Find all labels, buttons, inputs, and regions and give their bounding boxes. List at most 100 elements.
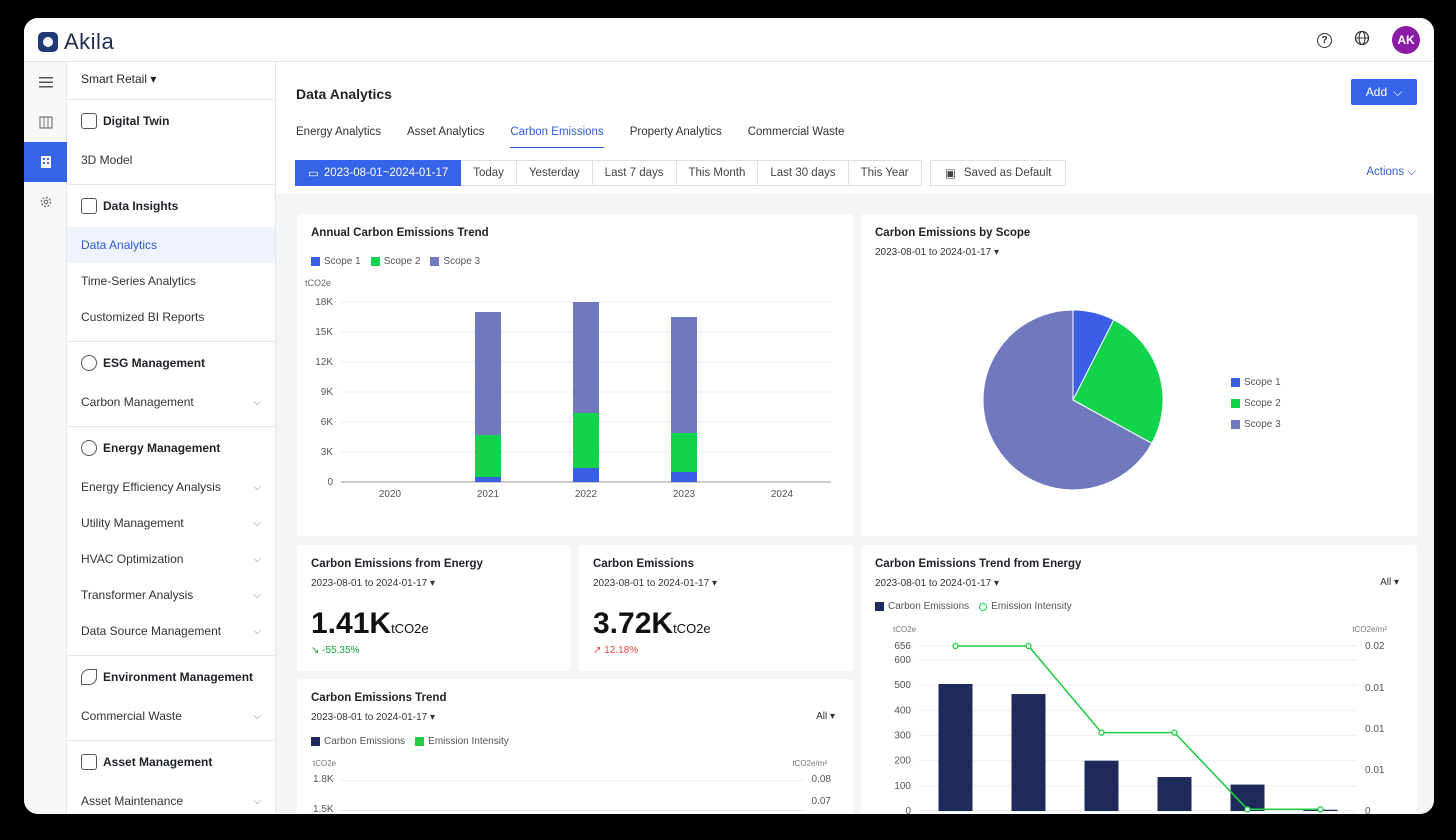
group-header: Energy Management [67,427,275,469]
x-tick-label: 2021 [477,489,500,500]
y2-tick-label: 0.01 [1365,724,1385,735]
add-button[interactable]: Add ⌵ [1351,79,1417,105]
logo[interactable]: Akila [38,29,114,55]
legend-scope-3[interactable]: Scope 3 [1231,414,1281,435]
legend-scope-1[interactable]: Scope 1 [1231,372,1281,393]
group-header: Data Insights [67,185,275,227]
sidebar-item-hvac[interactable]: HVAC Optimization ⌵ [67,541,275,577]
range-today-button[interactable]: Today [461,160,517,186]
y-axis-unit: tCO2e [305,278,331,288]
group-esg: ESG Management Carbon Management ⌵ [67,342,275,427]
pie-legend: Scope 1 Scope 2 Scope 3 [1231,372,1281,435]
sidebar-item-label: Data Analytics [81,238,158,252]
y-tick-label: 600 [894,655,911,666]
legend-carbon-emissions[interactable]: Carbon Emissions [311,736,405,747]
range-last-30-days-button[interactable]: Last 30 days [758,160,849,186]
legend-scope-3[interactable]: Scope 3 [430,256,480,267]
tab-energy-analytics[interactable]: Energy Analytics [296,126,382,138]
y-tick-label: 15K [315,327,333,338]
sidebar-item-3d-model[interactable]: 3D Model [67,142,275,178]
x-tick-label: 2022 [575,489,598,500]
sidebar-item-transformer[interactable]: Transformer Analysis ⌵ [67,577,275,613]
help-icon[interactable]: ? [1317,32,1332,48]
legend-scope-1[interactable]: Scope 1 [311,256,361,267]
energy-emissions-card: Carbon Emissions from Energy 2023-08-01 … [297,545,571,671]
sidebar-item-data-analytics[interactable]: Data Analytics [67,227,275,263]
bar-chart-icon [81,198,97,214]
actions-dropdown[interactable]: Actions ⌵ [1366,166,1416,179]
point-emission-intensity [1244,806,1251,813]
date-filter[interactable]: 2023-08-01 to 2024-01-17 ▾ [875,247,999,258]
sidebar-item-label: Time-Series Analytics [81,274,196,288]
bar-carbon-emissions [938,683,973,811]
x-tick-label: 2023 [673,489,696,500]
group-header: Digital Twin [67,100,275,142]
asset-icon [81,754,97,770]
icon-rail [24,62,67,814]
sidebar-item-label: HVAC Optimization [81,552,184,566]
legend-emission-intensity[interactable]: Emission Intensity [979,601,1072,612]
y-right-unit: tCO2e/m² [792,759,827,768]
saved-label: Saved as Default [963,167,1052,179]
range-this-year-button[interactable]: This Year [848,160,922,186]
date-value: 2023-08-01 to 2024-01-17 [593,578,710,589]
group-title: Digital Twin [103,114,170,128]
date-range-bar: ▭ 2023-08-01~2024-01-17 Today Yesterday L… [295,160,922,186]
tab-carbon-emissions[interactable]: Carbon Emissions [510,126,604,148]
trend-up-icon: ↗ [593,645,602,656]
sidebar-item-asset-maintenance[interactable]: Asset Maintenance ⌵ [67,783,275,814]
point-emission-intensity [952,642,959,650]
sidebar-item-commercial-waste[interactable]: Commercial Waste ⌵ [67,698,275,734]
range-last-7-days-button[interactable]: Last 7 days [592,160,677,186]
legend-scope-2[interactable]: Scope 2 [1231,393,1281,414]
building-icon[interactable] [24,142,67,182]
series-line-emission-intensity [955,645,1321,811]
tab-asset-analytics[interactable]: Asset Analytics [407,126,485,138]
date-range-picker[interactable]: ▭ 2023-08-01~2024-01-17 [295,160,462,186]
scope-pie-chart [982,309,1164,491]
main-content: Data Analytics Add ⌵ Energy Analytics Ass… [276,62,1434,814]
sidebar-item-bi-reports[interactable]: Customized BI Reports [67,299,275,335]
add-label: Add [1365,85,1388,99]
y-left-unit: tCO2e [893,625,917,634]
pie-slice-scope-3 [982,309,1153,491]
saved-as-default-button[interactable]: ▣ Saved as Default [930,160,1067,186]
date-filter[interactable]: 2023-08-01 to 2024-01-17 ▾ [593,578,717,589]
legend-scope-2[interactable]: Scope 2 [370,256,420,267]
sidebar-item-carbon-management[interactable]: Carbon Management ⌵ [67,384,275,420]
avatar[interactable]: AK [1392,26,1420,54]
sidebar-item-utility[interactable]: Utility Management ⌵ [67,505,275,541]
y-tick-label: 656 [894,641,911,652]
caret-down-icon: ▾ [711,578,718,589]
range-yesterday-button[interactable]: Yesterday [516,160,593,186]
sidebar-item-time-series[interactable]: Time-Series Analytics [67,263,275,299]
legend-label: Scope 3 [443,256,481,267]
date-filter[interactable]: 2023-08-01 to 2024-01-17 ▾ [311,578,435,589]
save-icon: ▣ [945,168,956,180]
bar-carbon-emissions [1157,777,1192,811]
sidebar-item-data-source[interactable]: Data Source Management ⌵ [67,613,275,649]
settings-gear-icon[interactable] [24,182,67,222]
point-emission-intensity [1098,729,1105,736]
date-filter[interactable]: 2023-08-01 to 2024-01-17 ▾ [875,578,999,589]
org-selector[interactable]: Smart Retail ▾ [67,62,275,100]
tab-commercial-waste[interactable]: Commercial Waste [747,126,845,138]
globe-icon[interactable] [1354,30,1370,51]
y-tick-label: 100 [894,781,911,792]
y2-tick-label: 0.01 [1365,765,1385,776]
y2-tick-label: 0.07 [811,796,831,807]
portfolio-icon[interactable] [24,102,67,142]
sidebar-item-energy-efficiency[interactable]: Energy Efficiency Analysis ⌵ [67,469,275,505]
date-filter[interactable]: 2023-08-01 to 2024-01-17 ▾ [311,712,435,723]
legend-emission-intensity[interactable]: Emission Intensity [415,736,509,747]
range-this-month-button[interactable]: This Month [676,160,759,186]
app-window: Akila ? AK Smart Retail ▾ Digital Twin 3… [24,18,1434,814]
legend-carbon-emissions[interactable]: Carbon Emissions [875,601,969,612]
legend: Carbon Emissions Emission Intensity [311,736,509,747]
chevron-down-icon: ⌵ [253,625,261,637]
menu-icon[interactable] [24,62,67,102]
filter-dropdown[interactable]: All ▾ [816,711,835,722]
filter-dropdown[interactable]: All ▾ [1380,577,1399,588]
tab-property-analytics[interactable]: Property Analytics [629,126,722,138]
sidebar-item-label: Commercial Waste [81,709,182,723]
